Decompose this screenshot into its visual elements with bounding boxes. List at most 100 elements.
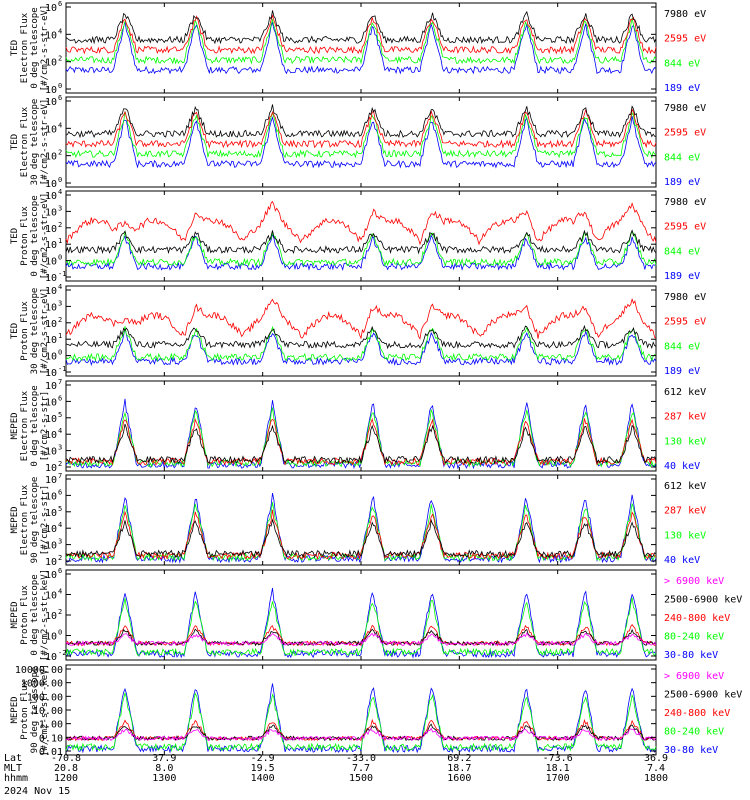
series-trace bbox=[65, 18, 657, 65]
y-axis-label-line: TED bbox=[10, 228, 20, 244]
legend-entry: > 6900 keV bbox=[664, 576, 724, 587]
y-tick-exponent: 7 bbox=[58, 378, 62, 386]
y-tick-label: 10 bbox=[45, 240, 57, 251]
legend-entry: 2595 eV bbox=[664, 222, 706, 233]
y-tick-label: 10 bbox=[45, 652, 57, 663]
series-trace bbox=[65, 518, 657, 559]
y-tick-label: 10 bbox=[45, 30, 57, 41]
y-axis-label-line: 0 deg telescope bbox=[30, 574, 40, 655]
series-trace bbox=[65, 229, 657, 267]
y-tick-label: 1000.00 bbox=[21, 679, 63, 690]
y-tick-label: 10 bbox=[45, 257, 57, 268]
y-tick-label: 10 bbox=[45, 319, 57, 330]
series-trace bbox=[65, 417, 657, 466]
footer-tick-lat: -2.9 bbox=[251, 753, 275, 764]
y-axis-label-line: Electron Flux bbox=[20, 12, 30, 83]
y-axis-label: MEPED Electron Flux 0 deg telescope [#/cm2-… bbox=[10, 385, 50, 466]
y-axis-label-line: 90 deg telescope bbox=[30, 477, 40, 564]
y-tick-exponent: 4 bbox=[58, 27, 62, 35]
y-tick-label: 10 bbox=[45, 85, 57, 96]
series-trace bbox=[65, 692, 657, 753]
footer-tick-mlt: 18.7 bbox=[447, 763, 471, 774]
series-trace bbox=[65, 200, 657, 246]
y-tick-label: 10 bbox=[45, 475, 57, 486]
y-axis-label-line: [#/cm2-s-str-eV] bbox=[40, 5, 50, 92]
legend-entry: 130 keV bbox=[664, 436, 706, 447]
y-tick-label: 10 bbox=[45, 352, 57, 363]
series-trace bbox=[65, 297, 657, 340]
y-tick-label: 10 bbox=[45, 508, 57, 519]
y-tick-exponent: 2 bbox=[58, 460, 62, 468]
footer-tick-hhmm: 1800 bbox=[644, 773, 668, 784]
footer-tick-mlt: 19.5 bbox=[251, 763, 275, 774]
y-tick-label: 0.01 bbox=[39, 747, 63, 758]
series-trace bbox=[65, 328, 657, 367]
y-tick-exponent: 6 bbox=[58, 567, 62, 575]
y-axis-label-line: [#/cm2-s-str] bbox=[40, 485, 50, 555]
series-trace bbox=[65, 115, 657, 169]
panel-frame bbox=[65, 664, 657, 756]
y-axis-label: TED Electron Flux 30 deg telescope [#/cm2-s… bbox=[10, 99, 50, 186]
legend-entry: 189 eV bbox=[664, 83, 700, 94]
y-tick-exponent: 0 bbox=[58, 629, 62, 637]
y-tick-label: 10 bbox=[45, 286, 57, 297]
series-trace bbox=[65, 229, 657, 255]
y-tick-exponent: 3 bbox=[58, 204, 62, 212]
legend-entry: 80-240 keV bbox=[664, 632, 724, 643]
y-tick-label: 0.10 bbox=[39, 733, 63, 744]
legend-entry: 40 keV bbox=[664, 461, 700, 472]
y-axis-label-line: [#/cm2-s-str-eV] bbox=[40, 288, 50, 375]
y-tick-label: 10 bbox=[45, 124, 57, 135]
y-axis-label-line: [#/cm2-s-str-eV] bbox=[40, 193, 50, 280]
footer-tick-mlt: 18.1 bbox=[546, 763, 570, 774]
y-axis-label: TED Proton Flux 0 deg telescope [#/cm2-s-st… bbox=[10, 193, 50, 280]
y-tick-label: 10 bbox=[45, 570, 57, 581]
series-trace bbox=[65, 509, 657, 561]
y-tick-exponent: 2 bbox=[58, 316, 62, 324]
legend-entry: 287 keV bbox=[664, 506, 706, 517]
panel-frame bbox=[65, 474, 657, 566]
y-tick-label: 10 bbox=[45, 397, 57, 408]
legend-entry: 40 keV bbox=[664, 555, 700, 566]
footer-tick-hhmm: 1300 bbox=[152, 773, 176, 784]
y-tick-label: 10 bbox=[45, 447, 57, 458]
footer-tick-hhmm: 1600 bbox=[447, 773, 471, 784]
y-axis-label-line: [#/cm2-s-str-eV] bbox=[40, 99, 50, 186]
footer-tick-lat: -33.0 bbox=[346, 753, 376, 764]
y-axis-label-line: MEPED bbox=[10, 506, 20, 533]
y-axis-label-line: 0 deg telescope bbox=[30, 7, 40, 88]
footer-tick-hhmm: 1500 bbox=[349, 773, 373, 784]
legend-entry: 240-800 keV bbox=[664, 613, 730, 624]
y-tick-label: 10 bbox=[45, 591, 57, 602]
y-tick-label: 10.00 bbox=[33, 706, 63, 717]
y-tick-exponent: 7 bbox=[58, 472, 62, 480]
y-tick-label: 10 bbox=[45, 463, 57, 474]
legend-entry: 844 eV bbox=[664, 246, 700, 257]
legend-entry: 30-80 keV bbox=[664, 650, 718, 661]
y-tick-exponent: -2 bbox=[58, 649, 66, 657]
y-tick-exponent: 3 bbox=[58, 538, 62, 546]
footer-tick-lat: 69.2 bbox=[447, 753, 471, 764]
y-tick-exponent: 3 bbox=[58, 444, 62, 452]
series-trace bbox=[65, 423, 657, 465]
y-axis-label-line: TED bbox=[10, 323, 20, 339]
y-axis-label-line: MEPED bbox=[10, 412, 20, 439]
y-tick-exponent: 6 bbox=[58, 0, 62, 8]
legend-entry: 7980 eV bbox=[664, 103, 706, 114]
y-tick-label: 10 bbox=[45, 224, 57, 235]
y-axis-label-line: Electron Flux bbox=[20, 484, 30, 555]
y-tick-exponent: 5 bbox=[58, 505, 62, 513]
y-axis-label: TED Proton Flux 30 deg telescope [#/cm2-s-s… bbox=[10, 288, 50, 375]
legend-entry: 30-80 keV bbox=[664, 745, 718, 756]
panel-frame bbox=[65, 2, 657, 94]
footer-tick-lat: 36.9 bbox=[644, 753, 668, 764]
y-tick-exponent: 0 bbox=[58, 254, 62, 262]
y-axis-label-line: 0 deg telescope bbox=[30, 195, 40, 276]
y-tick-label: 10 bbox=[45, 414, 57, 425]
y-tick-label: 10 bbox=[45, 541, 57, 552]
y-tick-exponent: 4 bbox=[58, 427, 62, 435]
y-tick-exponent: 1 bbox=[58, 332, 62, 340]
